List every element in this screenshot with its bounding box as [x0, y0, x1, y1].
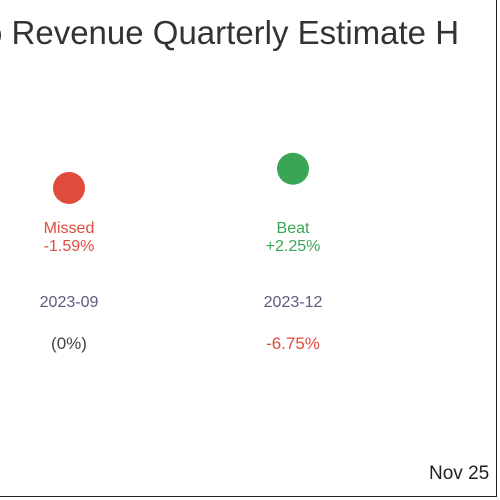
surprise-status-label: Missed [44, 220, 95, 237]
surprise-point [53, 171, 85, 204]
revenue-change-label: -6.75% [266, 334, 320, 353]
period-tick-label: 2023-09 [40, 294, 99, 311]
surprise-status-label: Beat [277, 220, 310, 237]
surprise-percent-label: +2.25% [266, 238, 321, 255]
chart-title: o Revenue Quarterly Estimate H [0, 14, 460, 51]
footer-date: Nov 25 [429, 463, 490, 484]
surprise-point [277, 152, 309, 185]
surprise-percent-label: -1.59% [44, 238, 95, 255]
period-tick-label: 2023-12 [264, 294, 323, 311]
revenue-change-label: (0%) [51, 334, 87, 353]
